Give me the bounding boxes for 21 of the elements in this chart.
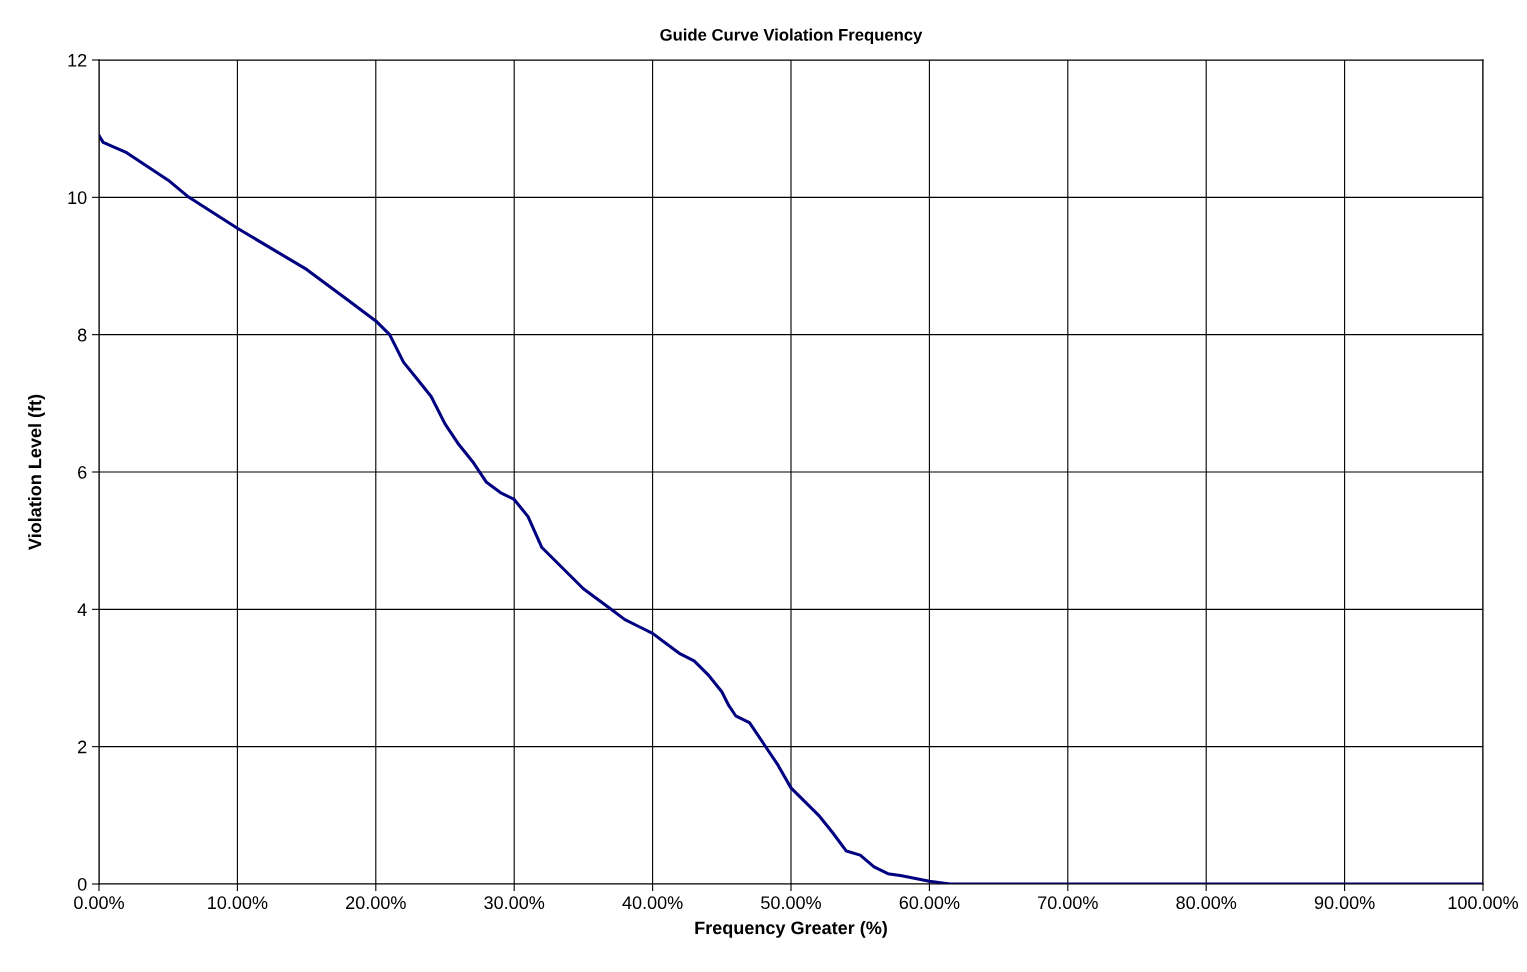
y-axis-title: Violation Level (ft) [28, 394, 45, 550]
x-tick-label: 20.00% [346, 896, 406, 910]
y-tick-label: 2 [78, 740, 87, 754]
x-tick-label: 100.00% [1448, 896, 1518, 910]
y-tick-label: 4 [77, 603, 87, 616]
y-tick-label: 12 [68, 53, 87, 67]
x-tick-label: 60.00% [899, 896, 960, 910]
y-tick-label: 8 [77, 328, 87, 342]
x-tick-label: 0.00% [74, 896, 124, 910]
x-tick-label: 80.00% [1176, 896, 1237, 910]
y-tick-label: 0 [77, 877, 87, 891]
x-tick-label: 90.00% [1314, 896, 1375, 910]
x-tick-label: 70.00% [1038, 896, 1098, 910]
x-tick-label: 30.00% [484, 896, 545, 910]
chart-title: Guide Curve Violation Frequency [660, 28, 923, 45]
y-tick-label: 6 [78, 465, 87, 479]
x-axis-title: Frequency Greater (%) [695, 920, 887, 938]
x-tick-label: 50.00% [761, 896, 821, 910]
y-tick-label: 10 [68, 191, 87, 205]
x-tick-label: 40.00% [622, 896, 683, 910]
x-tick-label: 10.00% [208, 896, 268, 910]
